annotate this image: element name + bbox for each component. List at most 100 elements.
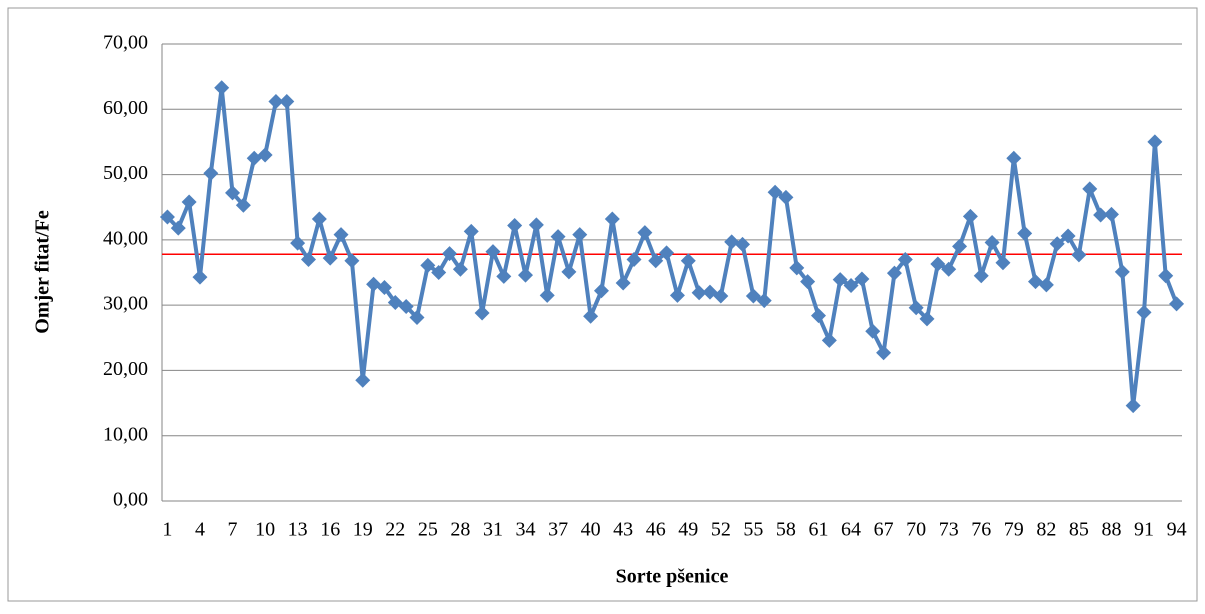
x-tick-label: 16 [320, 519, 340, 541]
x-tick-label: 43 [613, 519, 633, 541]
marker [1060, 228, 1076, 244]
marker [832, 272, 848, 288]
marker [420, 257, 436, 273]
x-tick-label: 25 [418, 519, 438, 541]
x-tick-label: 52 [711, 519, 731, 541]
marker [279, 93, 295, 109]
marker [235, 197, 251, 213]
marker [735, 236, 751, 252]
x-tick-label: 88 [1101, 519, 1121, 541]
y-tick-label: 70,00 [103, 32, 148, 54]
marker [691, 285, 707, 301]
x-tick-label: 85 [1069, 519, 1089, 541]
marker [333, 227, 349, 243]
x-tick-label: 70 [906, 519, 926, 541]
marker [659, 245, 675, 261]
marker [756, 293, 772, 309]
y-axis-title: Omjer fitat/Fe [32, 210, 54, 334]
marker [463, 223, 479, 239]
x-tick-label: 37 [548, 519, 568, 541]
marker [344, 253, 360, 269]
marker [778, 189, 794, 205]
marker [1082, 181, 1098, 197]
marker [507, 217, 523, 233]
marker [995, 255, 1011, 271]
marker [246, 150, 262, 166]
y-tick-label: 60,00 [103, 97, 148, 119]
x-tick-label: 28 [450, 519, 470, 541]
marker [561, 264, 577, 280]
x-tick-label: 58 [776, 519, 796, 541]
marker [311, 211, 327, 227]
marker [1038, 277, 1054, 293]
marker [637, 225, 653, 241]
marker [1103, 206, 1119, 222]
marker [539, 287, 555, 303]
y-tick-label: 10,00 [103, 423, 148, 445]
marker [930, 256, 946, 272]
marker [1093, 207, 1109, 223]
chart-border [7, 7, 1198, 602]
marker [680, 253, 696, 269]
marker [442, 246, 458, 262]
marker [800, 274, 816, 290]
x-tick-label: 46 [646, 519, 666, 541]
marker [268, 93, 284, 109]
marker [1125, 398, 1141, 414]
marker [1114, 264, 1130, 280]
x-tick-label: 76 [971, 519, 991, 541]
marker [962, 208, 978, 224]
marker [745, 288, 761, 304]
marker [724, 234, 740, 250]
marker [485, 244, 501, 260]
marker [669, 287, 685, 303]
marker [366, 276, 382, 292]
marker [626, 251, 642, 267]
marker [290, 235, 306, 251]
x-tick-label: 31 [483, 519, 503, 541]
y-tick-label: 30,00 [103, 293, 148, 315]
marker [376, 280, 392, 296]
marker [528, 217, 544, 233]
marker [214, 80, 230, 96]
marker [789, 260, 805, 276]
marker [170, 220, 186, 236]
x-tick-label: 79 [1004, 519, 1024, 541]
marker [810, 308, 826, 324]
marker [876, 345, 892, 361]
x-tick-label: 73 [939, 519, 959, 541]
marker [355, 372, 371, 388]
marker [897, 251, 913, 267]
marker [1049, 236, 1065, 252]
marker [941, 261, 957, 277]
marker [322, 250, 338, 266]
marker [1028, 274, 1044, 290]
marker [1169, 296, 1185, 312]
series-line [165, 85, 1179, 408]
marker [203, 165, 219, 181]
x-tick-label: 7 [228, 519, 238, 541]
marker [713, 288, 729, 304]
marker [496, 268, 512, 284]
x-tick-label: 13 [288, 519, 308, 541]
marker [181, 194, 197, 210]
y-tick-label: 20,00 [103, 358, 148, 380]
marker [854, 271, 870, 287]
marker [1071, 247, 1087, 263]
marker [843, 278, 859, 294]
x-tick-label: 67 [874, 519, 894, 541]
x-tick-label: 91 [1134, 519, 1154, 541]
marker [431, 265, 447, 280]
marker [398, 298, 414, 314]
marker [409, 310, 425, 326]
marker [919, 311, 935, 327]
marker [1136, 304, 1152, 320]
marker [572, 227, 588, 243]
x-tick-label: 19 [353, 519, 373, 541]
marker [192, 269, 208, 285]
marker [1017, 225, 1033, 241]
marker [474, 305, 490, 321]
marker [952, 238, 968, 254]
marker [821, 332, 837, 348]
